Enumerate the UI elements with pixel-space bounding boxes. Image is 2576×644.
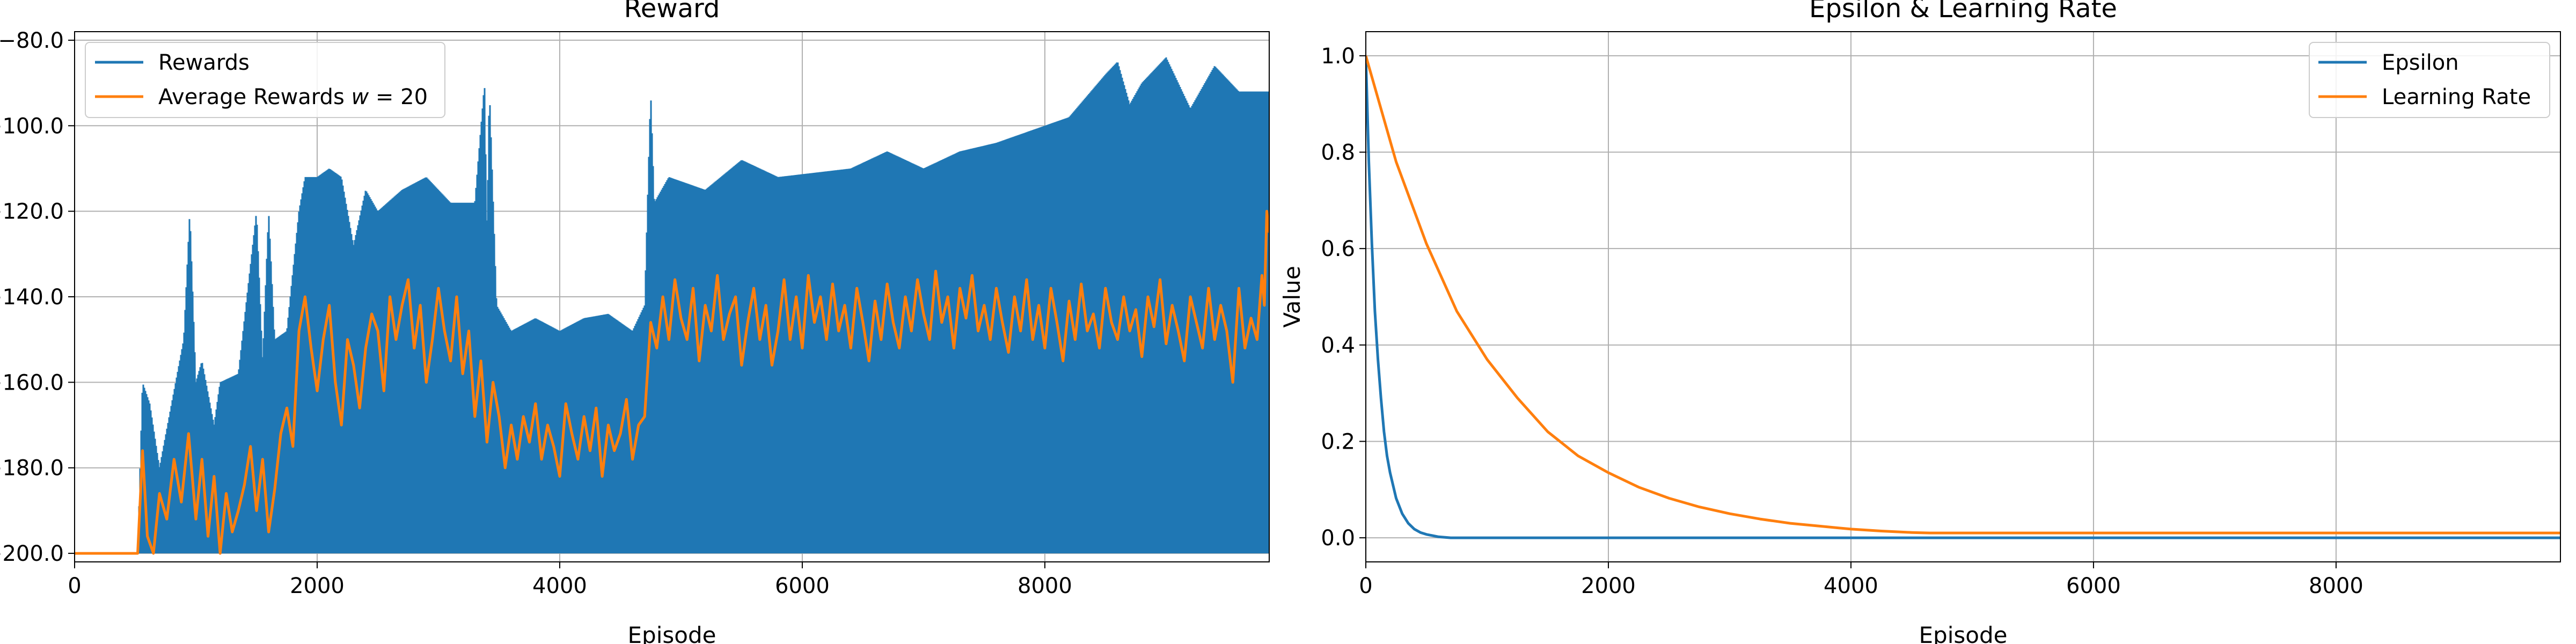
epsilon-y-tick-label-0_2: 0.2: [1321, 429, 1355, 454]
reward-y-tick-label-neg100: −100.0: [0, 114, 64, 138]
epsilon-y-axis-label: Value: [1279, 266, 1305, 327]
epsilon-title: Epsilon & Learning Rate: [1809, 0, 2117, 24]
reward-y-tick-label-neg120: −120.0: [0, 200, 64, 224]
epsilon-x-axis-label: Episode: [1919, 622, 2008, 644]
reward-y-tick-label-neg140: −140.0: [0, 285, 64, 310]
epsilon-x-tick-label-0: 0: [1359, 574, 1372, 598]
epsilon-y-tick-label-0_6: 0.6: [1321, 237, 1355, 261]
reward-x-tick-label-0: 0: [68, 574, 81, 598]
legend-average-rewards-text: Average Rewards: [158, 85, 352, 109]
reward-legend-box: [85, 42, 445, 118]
epsilon-x-tick-label-2000: 2000: [1581, 574, 1636, 598]
legend-rewards-label: Rewards: [158, 50, 250, 75]
epsilon-learning-rate-panel: 0 2000 4000 6000 8000 0.0 0.2 0.4 0.6 0.8 1.0 Epsi…: [1279, 0, 2561, 644]
epsilon-ticks: 0 2000 4000 6000 8000 0.0 0.2 0.4 0.6 0.8 1.0: [1321, 44, 2363, 598]
reward-series-average-rewards-w-20: [75, 210, 1269, 555]
epsilon-y-tick-label-0: 0.0: [1321, 526, 1355, 551]
epsilon-legend: Epsilon Learning Rate: [2309, 42, 2550, 118]
epsilon-y-tick-label-1: 1.0: [1321, 44, 1355, 69]
reward-y-tick-label-neg160: −160.0: [0, 370, 64, 395]
epsilon-series-learning-rate: [1366, 55, 2560, 535]
epsilon-y-tick-label-0_8: 0.8: [1321, 141, 1355, 165]
epsilon-plot-area: [1366, 32, 2560, 562]
reward-x-tick-label-4000: 4000: [532, 574, 587, 598]
reward-ticks: 0 2000 4000 6000 8000 −200.0 −180.0 −160.0 −140.…: [0, 28, 1072, 598]
reward-y-tick-label-neg80: −80.0: [0, 28, 64, 53]
reward-x-axis-label: Episode: [628, 622, 716, 644]
epsilon-legend-box: [2309, 42, 2550, 118]
epsilon-axes-frame: [1365, 31, 2561, 562]
epsilon-x-tick-label-8000: 8000: [2309, 574, 2363, 598]
reward-panel: 0 2000 4000 6000 8000 −200.0 −180.0 −160.0 −140.…: [0, 0, 1270, 644]
legend-average-rewards-value: = 20: [369, 85, 428, 109]
reward-legend: Rewards Average Rewards w = 20: [85, 42, 445, 118]
legend-epsilon-label: Epsilon: [2382, 50, 2459, 75]
reward-series-rewards: [75, 57, 1269, 554]
legend-average-rewards-w: w: [352, 85, 369, 109]
reward-y-tick-label-neg200: −200.0: [0, 541, 64, 566]
epsilon-y-tick-label-0_4: 0.4: [1321, 333, 1355, 358]
reward-plot: [75, 57, 1269, 555]
legend-learning-rate-label: Learning Rate: [2382, 85, 2531, 109]
reward-x-tick-label-8000: 8000: [1018, 574, 1072, 598]
epsilon-x-tick-label-6000: 6000: [2066, 574, 2121, 598]
epsilon-series-epsilon: [1366, 55, 2560, 539]
epsilon-x-tick-label-4000: 4000: [1824, 574, 1878, 598]
legend-average-rewards-label: Average Rewards w = 20: [158, 85, 428, 109]
reward-x-tick-label-2000: 2000: [290, 574, 345, 598]
reward-y-tick-label-neg180: −180.0: [0, 456, 64, 481]
epsilon-plot: [1366, 55, 2560, 539]
reward-x-tick-label-6000: 6000: [775, 574, 830, 598]
reward-title: Reward: [624, 0, 720, 24]
